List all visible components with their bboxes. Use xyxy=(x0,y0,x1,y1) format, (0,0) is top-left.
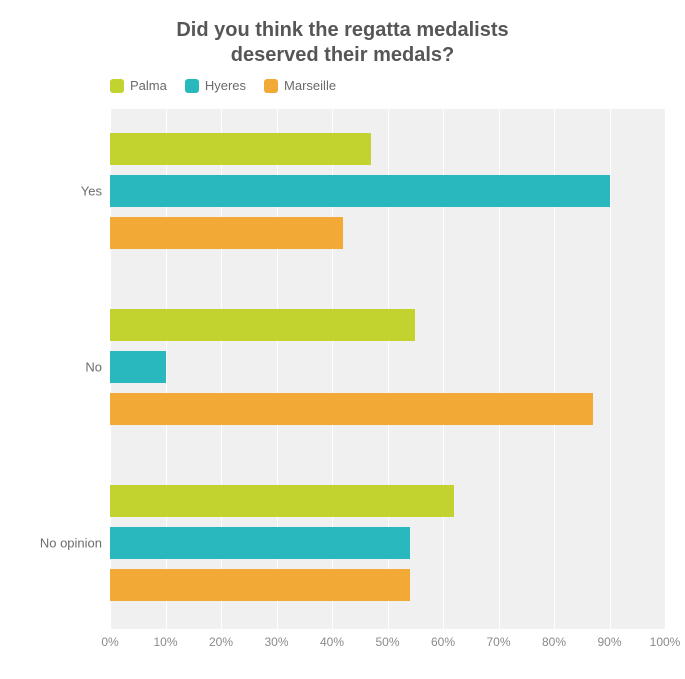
x-tick-label: 100% xyxy=(650,635,681,649)
y-category-label: No opinion xyxy=(40,536,102,551)
plot-area xyxy=(110,109,665,629)
legend-swatch-palma xyxy=(110,79,124,93)
x-tick-label: 40% xyxy=(320,635,344,649)
legend: Palma Hyeres Marseille xyxy=(110,78,665,93)
plot-area-outer: Yes No No opinion xyxy=(20,109,665,629)
bar xyxy=(110,527,410,559)
bar xyxy=(110,133,371,165)
chart-container: Did you think the regatta medalists dese… xyxy=(0,0,685,679)
x-tick-label: 0% xyxy=(101,635,118,649)
bar xyxy=(110,569,410,601)
legend-swatch-marseille xyxy=(264,79,278,93)
legend-swatch-hyeres xyxy=(185,79,199,93)
bar xyxy=(110,217,343,249)
bar xyxy=(110,485,454,517)
bar xyxy=(110,351,166,383)
legend-label-palma: Palma xyxy=(130,78,167,93)
x-tick-label: 90% xyxy=(597,635,621,649)
x-tick-label: 80% xyxy=(542,635,566,649)
grid-line xyxy=(665,109,666,629)
y-category-label: No xyxy=(85,360,102,375)
x-tick-label: 20% xyxy=(209,635,233,649)
legend-item-hyeres: Hyeres xyxy=(185,78,246,93)
y-category-label: Yes xyxy=(81,184,102,199)
x-axis: 0%10%20%30%40%50%60%70%80%90%100% xyxy=(110,629,665,653)
bar xyxy=(110,175,610,207)
x-tick-label: 50% xyxy=(375,635,399,649)
x-tick-label: 30% xyxy=(264,635,288,649)
legend-item-palma: Palma xyxy=(110,78,167,93)
chart-title: Did you think the regatta medalists dese… xyxy=(20,18,665,68)
legend-label-marseille: Marseille xyxy=(284,78,336,93)
x-tick-label: 70% xyxy=(486,635,510,649)
grid-line xyxy=(610,109,611,629)
x-tick-label: 10% xyxy=(153,635,177,649)
legend-label-hyeres: Hyeres xyxy=(205,78,246,93)
y-axis-labels: Yes No No opinion xyxy=(20,109,110,629)
chart-title-line1: Did you think the regatta medalists xyxy=(20,18,665,43)
bar xyxy=(110,393,593,425)
legend-item-marseille: Marseille xyxy=(264,78,336,93)
x-tick-label: 60% xyxy=(431,635,455,649)
bar xyxy=(110,309,415,341)
chart-title-line2: deserved their medals? xyxy=(20,43,665,68)
